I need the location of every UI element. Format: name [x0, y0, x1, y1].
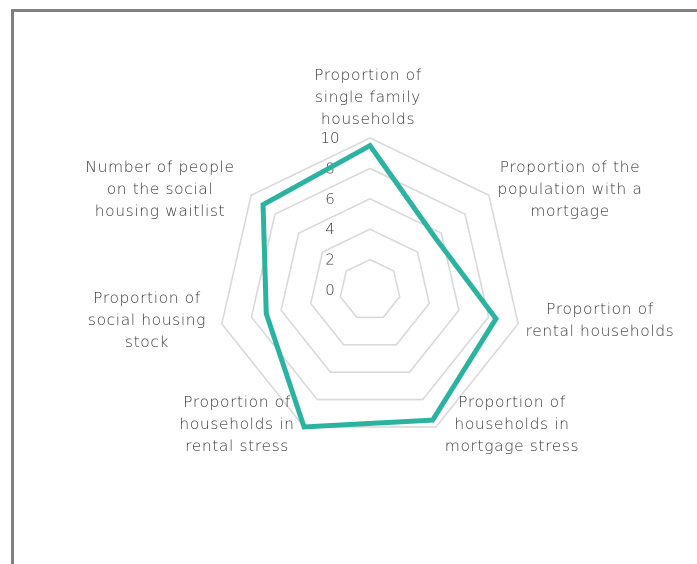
tick-label: 4 [325, 220, 335, 238]
tick-label: 0 [325, 281, 335, 299]
axis-label-line: Number of people [85, 158, 234, 176]
axis-label-line: social housing [88, 311, 206, 329]
radar-axis-labels: Proportion of single family householdsProp… [85, 66, 675, 455]
axis-label-line: Proportion of the [500, 158, 640, 176]
axis-label: Proportion of households in rental stress [179, 393, 294, 455]
series-line [260, 142, 499, 430]
tick-label: 6 [325, 190, 335, 208]
axis-label-line: households [321, 110, 415, 128]
grid-ring-2 [339, 258, 401, 319]
grid-ring-10 [220, 137, 520, 428]
axis-label-line: on the social [107, 180, 214, 198]
tick-label: 10 [320, 129, 339, 147]
chart-frame [11, 9, 697, 564]
axis-label-line: population with a [498, 180, 643, 198]
axis-label: Proportion of the population with a mortga… [498, 158, 643, 220]
axis-label-line: rental households [526, 322, 675, 340]
grid-ring-4 [309, 228, 431, 346]
axis-label-line: mortgage [530, 202, 609, 220]
axis-label: Proportion of social housing stock [88, 289, 206, 351]
grid-ring-6 [280, 197, 460, 373]
axis-label-line: Proportion of [314, 66, 422, 84]
radar-series [260, 142, 499, 430]
tick-label: 2 [325, 251, 335, 269]
axis-label-line: households in [454, 415, 569, 433]
axis-label-line: rental stress [185, 437, 289, 455]
axis-label: Proportion of single family households [314, 66, 422, 128]
axis-label: Proportion of rental households [526, 300, 675, 340]
axis-label-line: Proportion of [183, 393, 291, 411]
axis-label-line: households in [179, 415, 294, 433]
axis-label-line: stock [125, 333, 169, 351]
axis-label-line: mortgage stress [445, 437, 579, 455]
axis-label-line: Proportion of [93, 289, 201, 307]
axis-label-line: single family [315, 88, 421, 106]
axis-label-line: Proportion of [546, 300, 654, 318]
axis-label-line: Proportion of [458, 393, 566, 411]
radar-grid [220, 137, 520, 428]
axis-label: Number of people on the social housing wai… [85, 158, 234, 220]
axis-label-line: housing waitlist [95, 202, 226, 220]
grid-ring-8 [250, 167, 490, 401]
axis-label: Proportion of households in mortgage stres… [445, 393, 579, 455]
